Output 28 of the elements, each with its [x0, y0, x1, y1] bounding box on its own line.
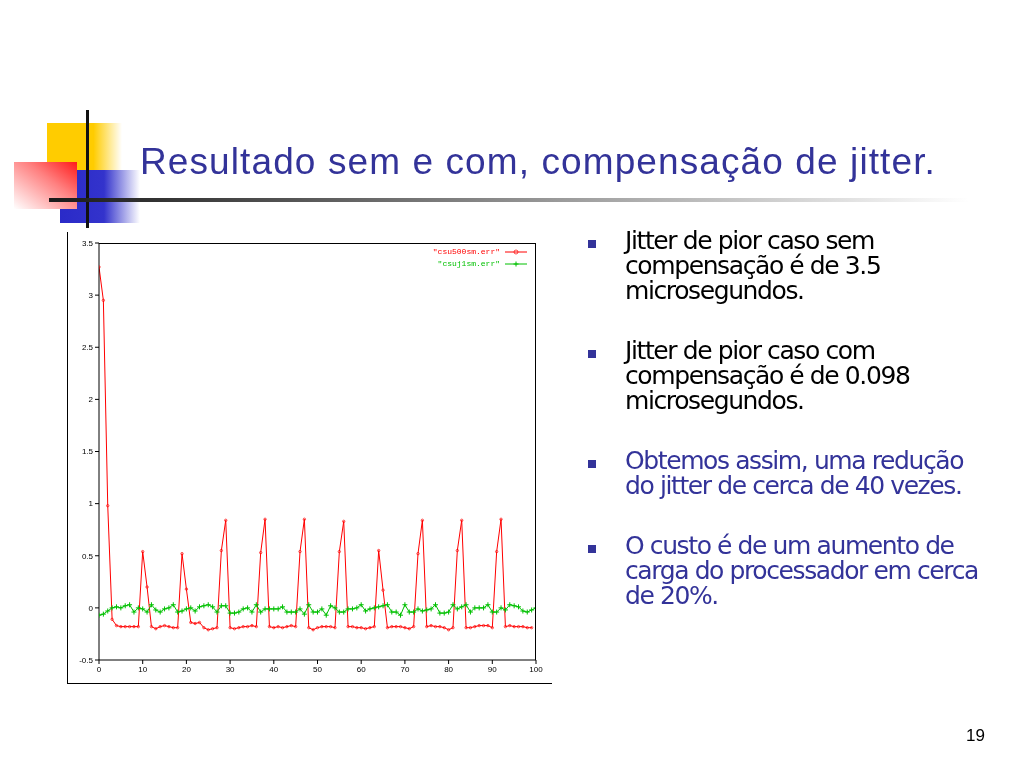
text: Jitter de pior caso com compensação é de 0.098 microsegundos. [625, 336, 910, 415]
legend-label: "csuj1sm.err" [437, 259, 500, 269]
chart-title: Resultado sem e com, compensação de jitter. [140, 140, 936, 184]
y-tick-label: 0.5 [81, 551, 94, 561]
x-tick-label: 80 [444, 664, 454, 674]
y-tick-label: 2 [88, 395, 94, 405]
y-tick-label: 1 [88, 499, 94, 509]
x-tick-label: 90 [487, 664, 498, 674]
x-tick-label: 0 [96, 664, 102, 674]
x-tick-label: 20 [181, 664, 192, 674]
x-tick-label: 10 [138, 664, 148, 674]
text: O custo é de um aumento de carga do processador em cerca de 20%. [625, 531, 978, 610]
text: Jitter de pior caso sem compensação é de 3.5 microsegundos. [625, 226, 881, 305]
y-tick-label: 1.5 [81, 447, 94, 457]
y-tick-label: 2.5 [81, 343, 94, 353]
x-tick-label: 50 [313, 664, 323, 674]
y-tick-label: 0 [88, 603, 94, 613]
x-tick-label: 70 [400, 664, 410, 674]
x-tick-label: 100 [529, 664, 544, 674]
y-tick-label: 3 [88, 290, 94, 300]
y-tick-label: 3.5 [81, 238, 94, 248]
x-tick-label: 60 [356, 664, 367, 674]
text: 19 [966, 726, 985, 746]
text: Obtemos assim, uma redução do jitter de cerca de 40 vezes. [625, 446, 964, 500]
x-tick-label: 30 [225, 664, 236, 674]
legend-label: "csu500sm.err" [432, 247, 500, 257]
y-tick-label: -0.5 [79, 655, 94, 665]
x-tick-label: 40 [269, 664, 279, 674]
